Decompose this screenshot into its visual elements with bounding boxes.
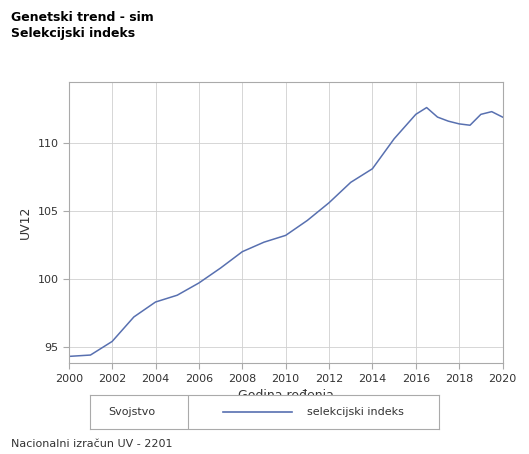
Text: Genetski trend - sim: Genetski trend - sim xyxy=(11,11,153,25)
Text: Svojstvo: Svojstvo xyxy=(108,407,156,417)
Y-axis label: UV12: UV12 xyxy=(19,206,32,239)
Text: selekcijski indeks: selekcijski indeks xyxy=(307,407,404,417)
X-axis label: Godina rođenja: Godina rođenja xyxy=(238,389,334,402)
Text: Nacionalni izračun UV - 2201: Nacionalni izračun UV - 2201 xyxy=(11,439,172,449)
Text: Selekcijski indeks: Selekcijski indeks xyxy=(11,27,135,40)
